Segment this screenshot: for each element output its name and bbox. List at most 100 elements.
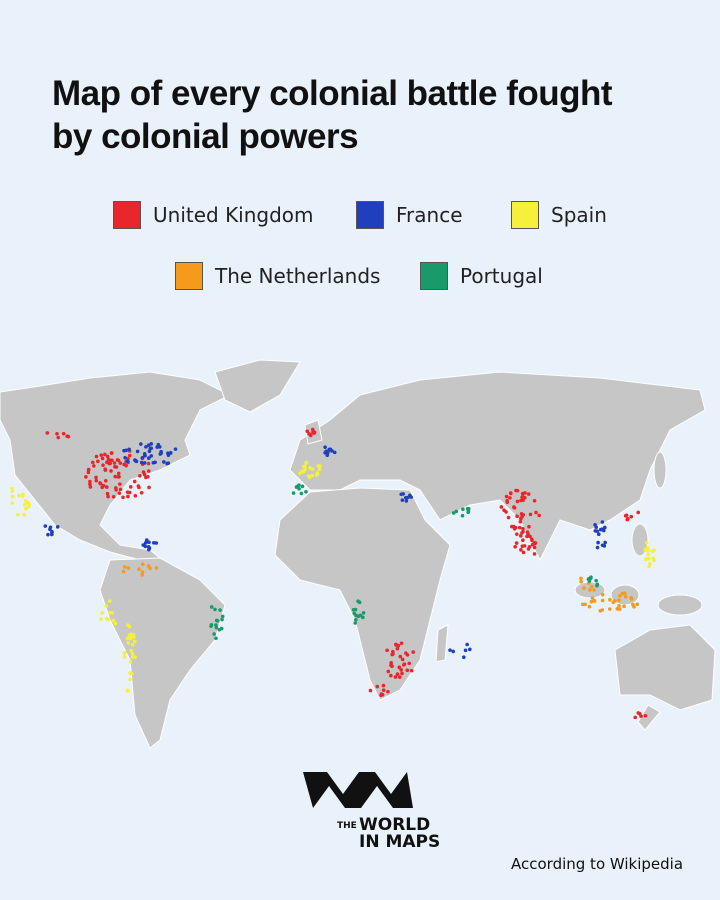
battle-dot [534,510,538,515]
battle-dot [650,549,655,554]
battle-dot [125,459,130,463]
battle-dot [582,586,586,590]
battle-dot [499,505,504,509]
battle-dot [608,597,612,602]
battle-dot [315,472,320,476]
battle-dot [103,468,108,472]
battle-dot [391,649,395,654]
battle-dot [409,495,414,499]
battle-dot [139,490,144,495]
battle-dot [400,657,405,662]
battle-dot [611,600,616,605]
battle-dot [154,566,159,570]
battle-dot [395,672,400,676]
battle-dot [22,503,27,507]
battle-dot [20,494,25,498]
battle-dot [644,541,649,545]
legend-item: Spain [511,201,607,229]
battle-dot [596,540,600,545]
battle-dot [466,510,470,515]
battle-dot [532,552,537,556]
battle-dot [629,514,634,519]
battle-dot [86,470,91,475]
battle-dot [134,459,138,463]
battle-dot [523,495,527,500]
battle-dot [144,538,149,542]
battle-dot [108,461,113,466]
battle-dot [648,562,652,566]
battle-dot [46,532,50,537]
battle-dot [16,512,20,517]
battle-dot [593,523,597,527]
battle-dot [407,661,411,666]
title-line: by colonial powers [52,117,359,156]
battle-dot [381,683,386,688]
battle-dot [451,511,456,515]
battle-dot [115,458,120,462]
battle-dot [118,482,122,486]
battle-dot [127,453,132,458]
battle-dot [386,689,390,694]
battle-dot [323,445,327,449]
battle-dot [22,512,26,517]
battle-dot [140,573,144,577]
battle-dot [508,491,513,495]
battle-dot [124,463,128,468]
battle-dot [147,540,151,545]
battle-dot [127,490,132,495]
battle-dot [354,617,358,622]
battle-dot [100,611,105,615]
battle-dot [142,452,147,456]
battle-dot [165,461,169,466]
battle-dot [103,452,107,457]
battle-dot [144,445,148,449]
battle-dot [109,469,113,473]
battle-dot [305,429,310,434]
battle-dot [111,618,116,623]
legend-label: The Netherlands [215,264,381,288]
battle-dot [110,611,115,615]
battle-dot [521,538,525,543]
battle-dot [400,671,404,676]
battle-dot [297,487,301,491]
battle-dot [90,460,95,465]
battle-dot [643,548,647,552]
battle-dot [301,470,306,474]
battle-dot [100,456,105,461]
battle-dot [623,594,628,599]
battle-dot [55,525,60,529]
battle-dot [588,588,592,592]
battle-dot [513,525,518,530]
battle-dot [118,461,123,465]
battle-dot [146,461,151,466]
battle-dot [88,485,93,489]
battle-dot [149,454,154,458]
battle-dot [86,467,91,472]
battle-dot [10,494,15,499]
battle-dot [521,550,526,555]
battle-dot [361,611,366,615]
battle-dot [26,504,31,509]
battle-dot [632,605,636,609]
battle-dot [138,473,142,478]
battle-dot [126,623,130,627]
battle-dot [147,485,151,490]
battle-dot [513,545,517,549]
battle-dot [590,584,594,589]
battle-dot [99,453,104,457]
battle-dot [312,431,316,435]
battle-dot [352,611,357,616]
battle-dot [607,607,612,611]
battle-dot [159,451,163,456]
battle-dot [629,597,634,601]
battle-dot [147,449,152,454]
battle-dot [173,447,178,451]
battle-dot [508,496,512,500]
battle-dot [397,675,402,679]
battle-dot [646,552,650,557]
battle-dot [368,688,373,693]
battle-dot [393,675,398,679]
battle-dot [149,446,154,451]
legend-swatch [113,201,141,229]
